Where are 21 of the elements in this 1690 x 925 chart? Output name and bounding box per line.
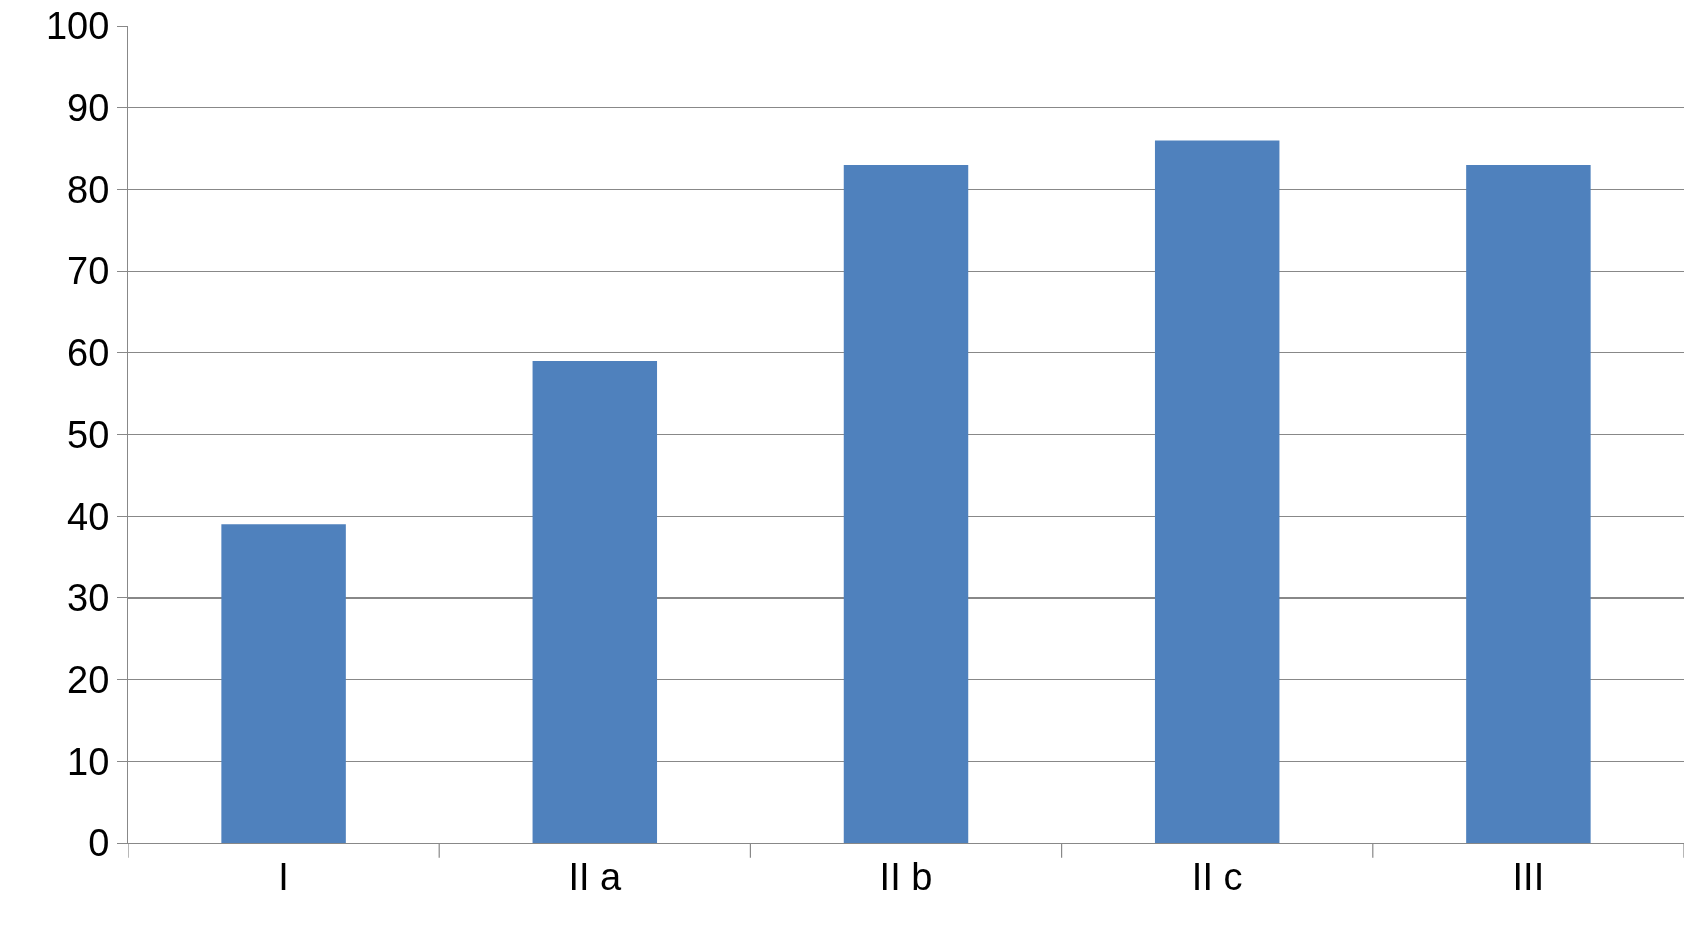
y-tick-label: 20 xyxy=(67,658,110,701)
x-tick-label: II c xyxy=(1191,855,1243,898)
y-tick-label: 100 xyxy=(45,5,110,48)
bar xyxy=(221,524,346,843)
x-tick-label: I xyxy=(278,855,289,898)
y-tick-label: 50 xyxy=(67,413,110,456)
y-tick-label: 30 xyxy=(67,577,110,620)
y-tick-label: 10 xyxy=(67,740,110,783)
bar xyxy=(532,360,658,843)
y-tick-label: 0 xyxy=(88,822,110,865)
x-tick-label: III xyxy=(1512,855,1545,898)
bar xyxy=(1154,140,1280,843)
bar xyxy=(1466,164,1591,843)
y-tick-label: 60 xyxy=(67,332,110,375)
y-tick-label: 90 xyxy=(67,87,110,129)
y-tick-label: 80 xyxy=(67,168,110,211)
x-tick-label: II b xyxy=(879,855,933,898)
bar xyxy=(843,164,969,843)
y-tick-label: 40 xyxy=(67,495,110,538)
x-tick-label: II a xyxy=(568,855,623,898)
y-tick-label: 70 xyxy=(67,250,110,293)
